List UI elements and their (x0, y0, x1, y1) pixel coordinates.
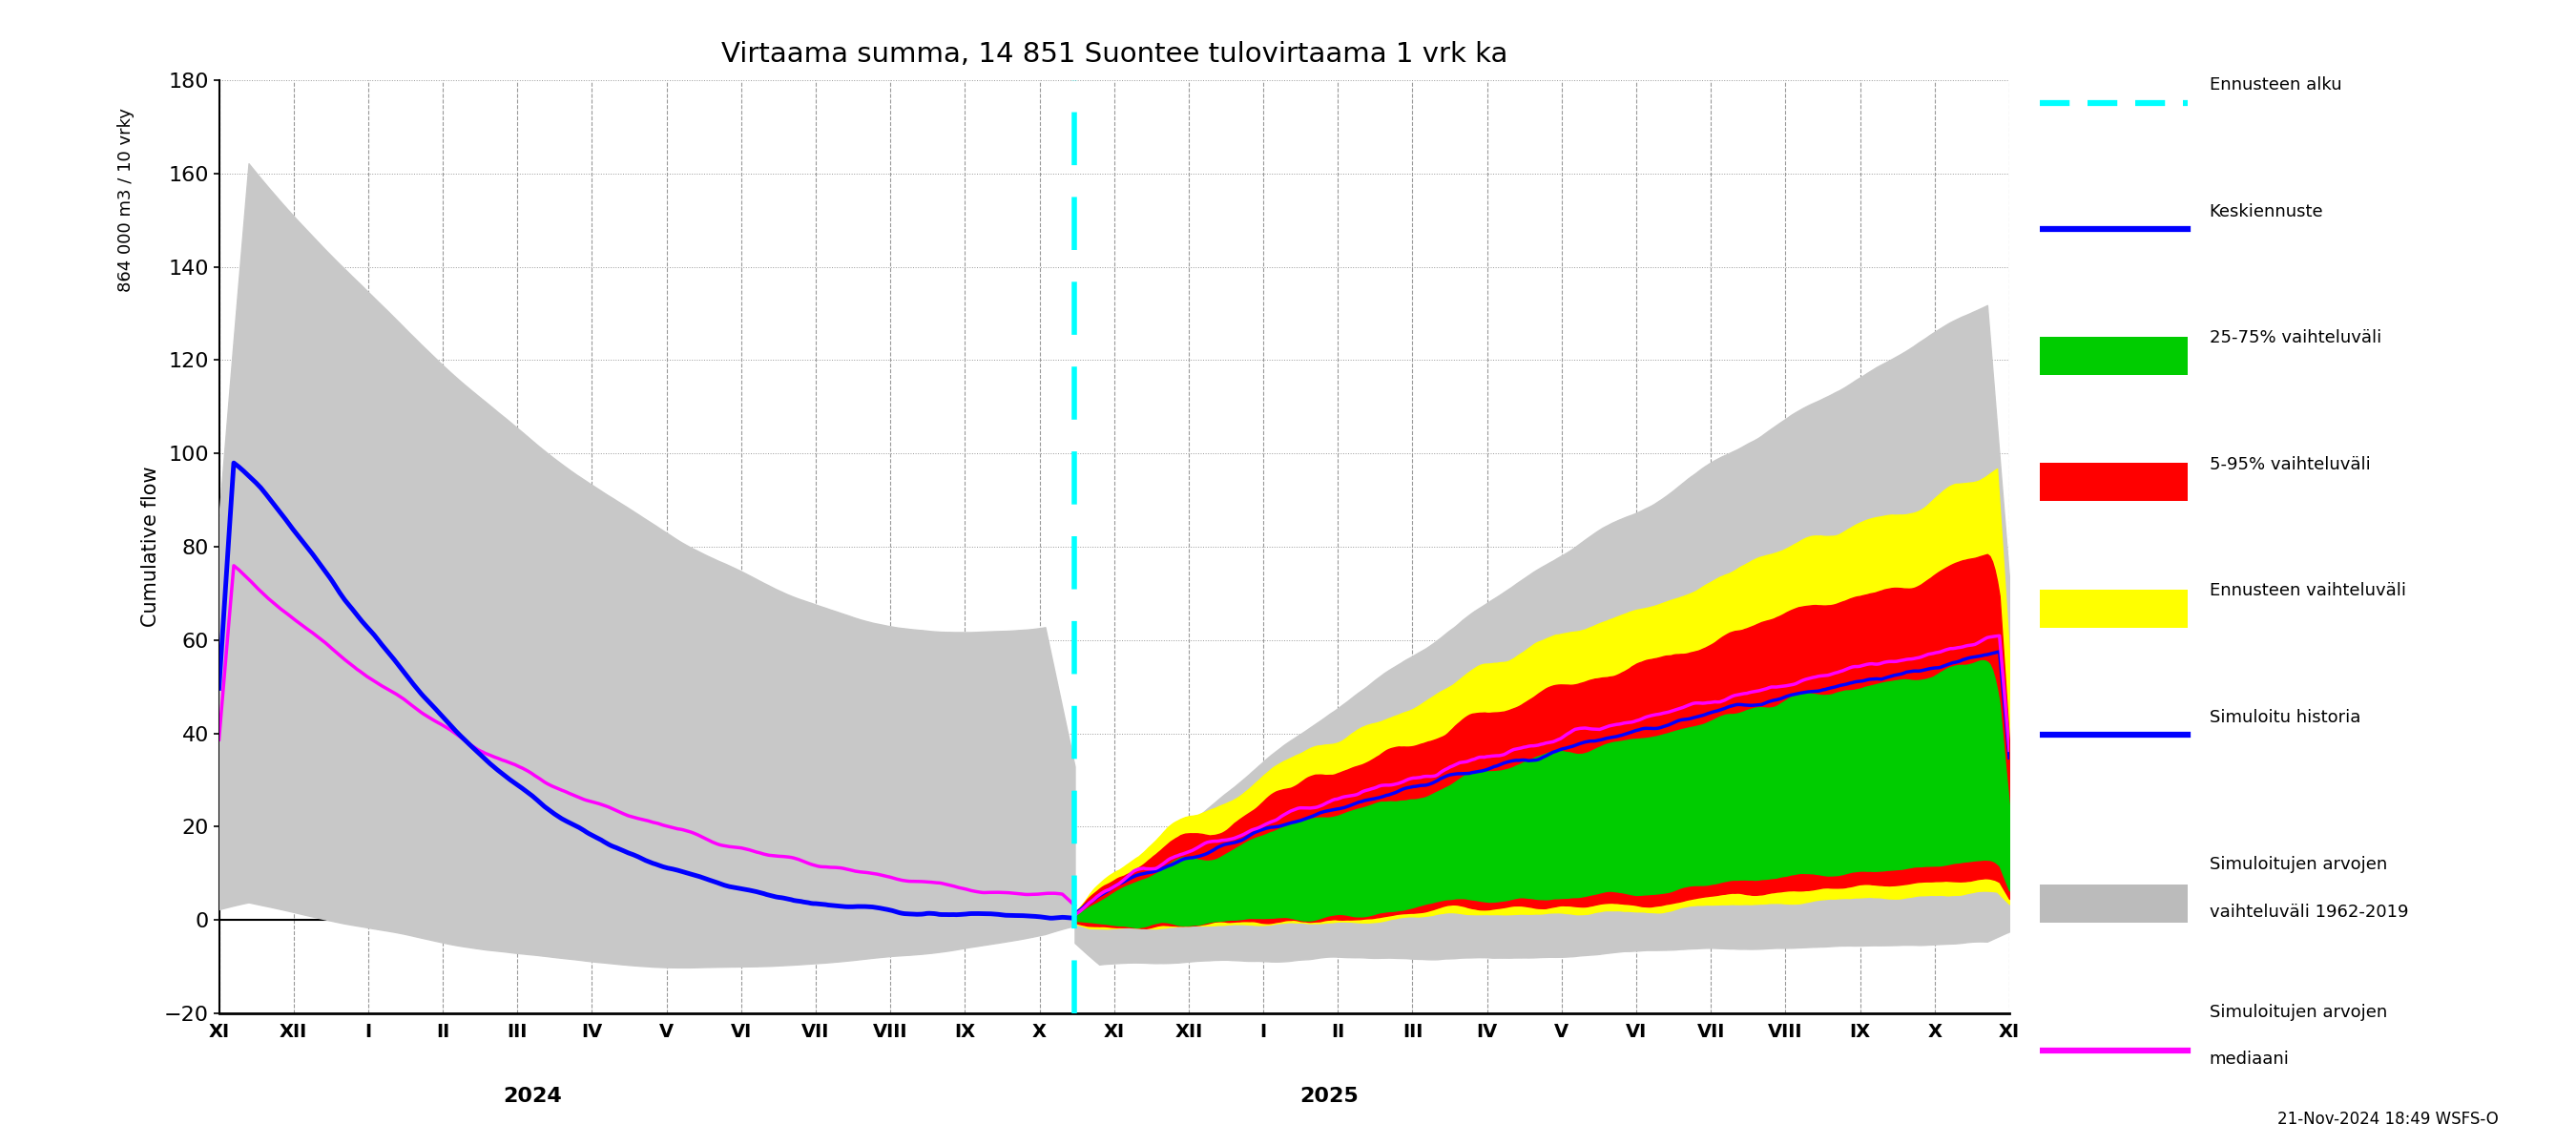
Text: vaihteluväli 1962-2019: vaihteluväli 1962-2019 (2210, 903, 2409, 921)
Text: 2025: 2025 (1298, 1087, 1358, 1106)
Bar (2040, 337, 2187, 374)
Bar (2040, 590, 2187, 627)
Title: Virtaama summa, 14 851 Suontee tulovirtaama 1 vrk ka: Virtaama summa, 14 851 Suontee tulovirta… (721, 40, 1507, 68)
Text: Ennusteen alku: Ennusteen alku (2210, 77, 2342, 94)
Text: Ennusteen vaihteluväli: Ennusteen vaihteluväli (2210, 582, 2406, 599)
Text: 25-75% vaihteluväli: 25-75% vaihteluväli (2210, 330, 2380, 347)
Text: Keskiennuste: Keskiennuste (2210, 203, 2324, 220)
Text: Simuloitujen arvojen: Simuloitujen arvojen (2210, 1003, 2388, 1020)
Text: 5-95% vaihteluväli: 5-95% vaihteluväli (2210, 456, 2370, 473)
Text: 21-Nov-2024 18:49 WSFS-O: 21-Nov-2024 18:49 WSFS-O (2277, 1111, 2499, 1128)
Text: 2024: 2024 (502, 1087, 562, 1106)
Bar (2040, 884, 2187, 923)
Text: Simuloitujen arvojen: Simuloitujen arvojen (2210, 856, 2388, 874)
Text: Cumulative flow: Cumulative flow (142, 466, 160, 627)
Text: mediaani: mediaani (2210, 1051, 2290, 1068)
Text: Simuloitu historia: Simuloitu historia (2210, 709, 2360, 726)
Text: 864 000 m3 / 10 vrky: 864 000 m3 / 10 vrky (118, 108, 134, 292)
Bar (2040, 463, 2187, 502)
